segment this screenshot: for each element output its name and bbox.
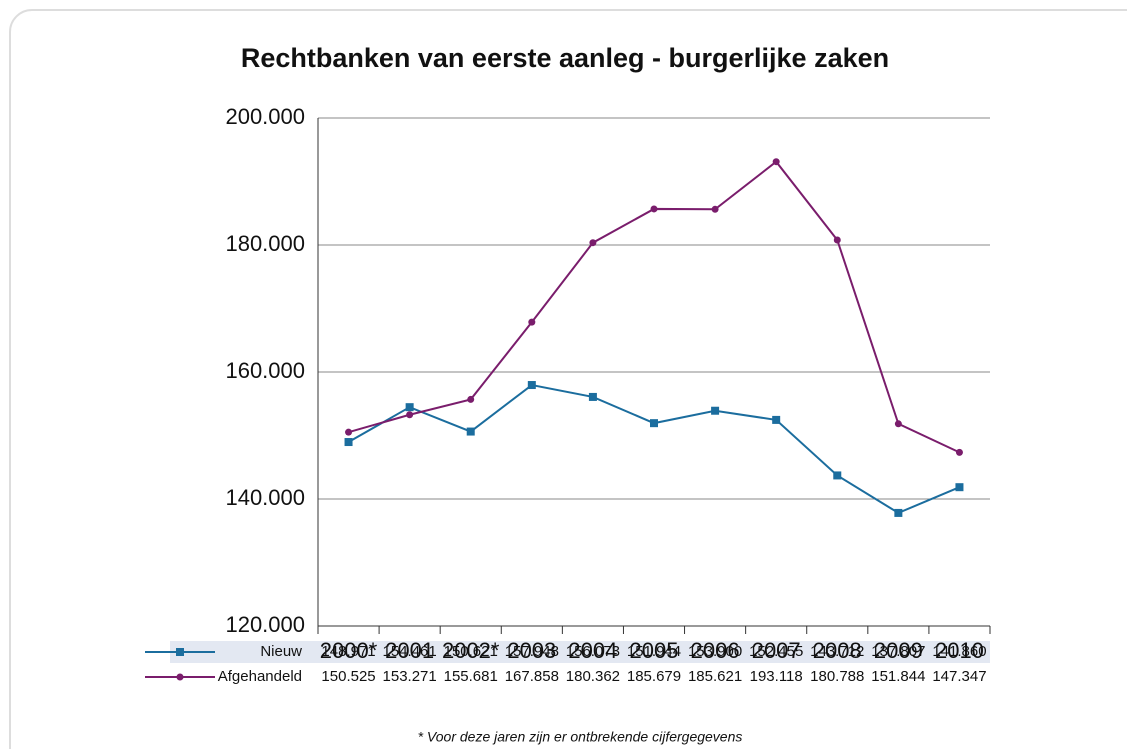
x-tick-label: 2003: [507, 638, 556, 663]
x-tick-label: 2000*: [320, 638, 378, 663]
marker: [833, 471, 842, 480]
y-tick-label: 160.000: [225, 358, 305, 383]
table-value: 155.681: [444, 668, 498, 685]
table-value: 148.971: [321, 643, 375, 660]
table-value: 180.788: [810, 668, 864, 685]
card: [9, 9, 1127, 749]
marker: [528, 318, 536, 326]
table-value: 167.858: [505, 668, 559, 685]
table-value: 147.347: [932, 668, 986, 685]
legend-label: Nieuw: [260, 643, 302, 660]
x-tick-label: 2006: [691, 638, 740, 663]
marker: [527, 381, 536, 390]
marker: [955, 448, 963, 456]
x-tick-label: 2004: [568, 638, 617, 663]
marker: [772, 158, 780, 166]
table-value: 152.455: [749, 643, 803, 660]
y-tick-label: 200.000: [225, 104, 305, 129]
x-tick-label: 2008: [813, 638, 862, 663]
table-row-bg: [170, 641, 990, 663]
x-tick-label: 2007: [752, 638, 801, 663]
marker: [406, 411, 414, 419]
x-tick-label: 2009: [874, 638, 923, 663]
table-value: 154.461: [383, 643, 437, 660]
x-tick-label: 2005: [630, 638, 679, 663]
marker: [894, 508, 903, 517]
legend-marker: [176, 648, 184, 656]
marker: [589, 239, 597, 247]
legend-marker: [176, 673, 184, 681]
table-value: 185.621: [688, 668, 742, 685]
x-tick-label: 2002*: [442, 638, 500, 663]
marker: [955, 483, 964, 492]
marker: [588, 392, 597, 401]
marker: [772, 415, 781, 424]
x-tick-label: 2001: [385, 638, 434, 663]
table-value: 141.860: [932, 643, 986, 660]
table-value: 180.362: [566, 668, 620, 685]
table-value: 193.118: [750, 668, 803, 685]
marker: [650, 205, 658, 213]
marker: [345, 428, 353, 436]
table-value: 150.525: [321, 668, 375, 685]
marker: [833, 236, 841, 244]
chart-title: Rechtbanken van eerste aanleg - burgerli…: [241, 43, 889, 73]
table-value: 153.900: [688, 643, 742, 660]
marker: [711, 406, 720, 415]
marker: [344, 438, 353, 447]
table-value: 143.712: [810, 643, 864, 660]
y-tick-label: 120.000: [225, 612, 305, 637]
table-value: 153.271: [383, 668, 437, 685]
table-value: 157.948: [505, 643, 559, 660]
marker: [711, 205, 719, 213]
x-tick-label: 2010: [935, 638, 984, 663]
y-tick-label: 140.000: [225, 485, 305, 510]
table-value: 150.621: [444, 643, 498, 660]
y-tick-label: 180.000: [225, 231, 305, 256]
table-value: 151.844: [871, 668, 925, 685]
marker: [405, 403, 414, 412]
table-value: 151.944: [627, 643, 681, 660]
table-value: 137.807: [871, 643, 925, 660]
marker: [467, 395, 475, 403]
marker: [466, 427, 475, 436]
footnote: * Voor deze jaren zijn er ontbrekende ci…: [418, 729, 743, 745]
marker: [894, 420, 902, 428]
legend-label: Afgehandeld: [218, 668, 302, 685]
marker: [650, 419, 658, 428]
table-value: 185.679: [627, 668, 681, 685]
table-value: 156.073: [566, 643, 620, 660]
